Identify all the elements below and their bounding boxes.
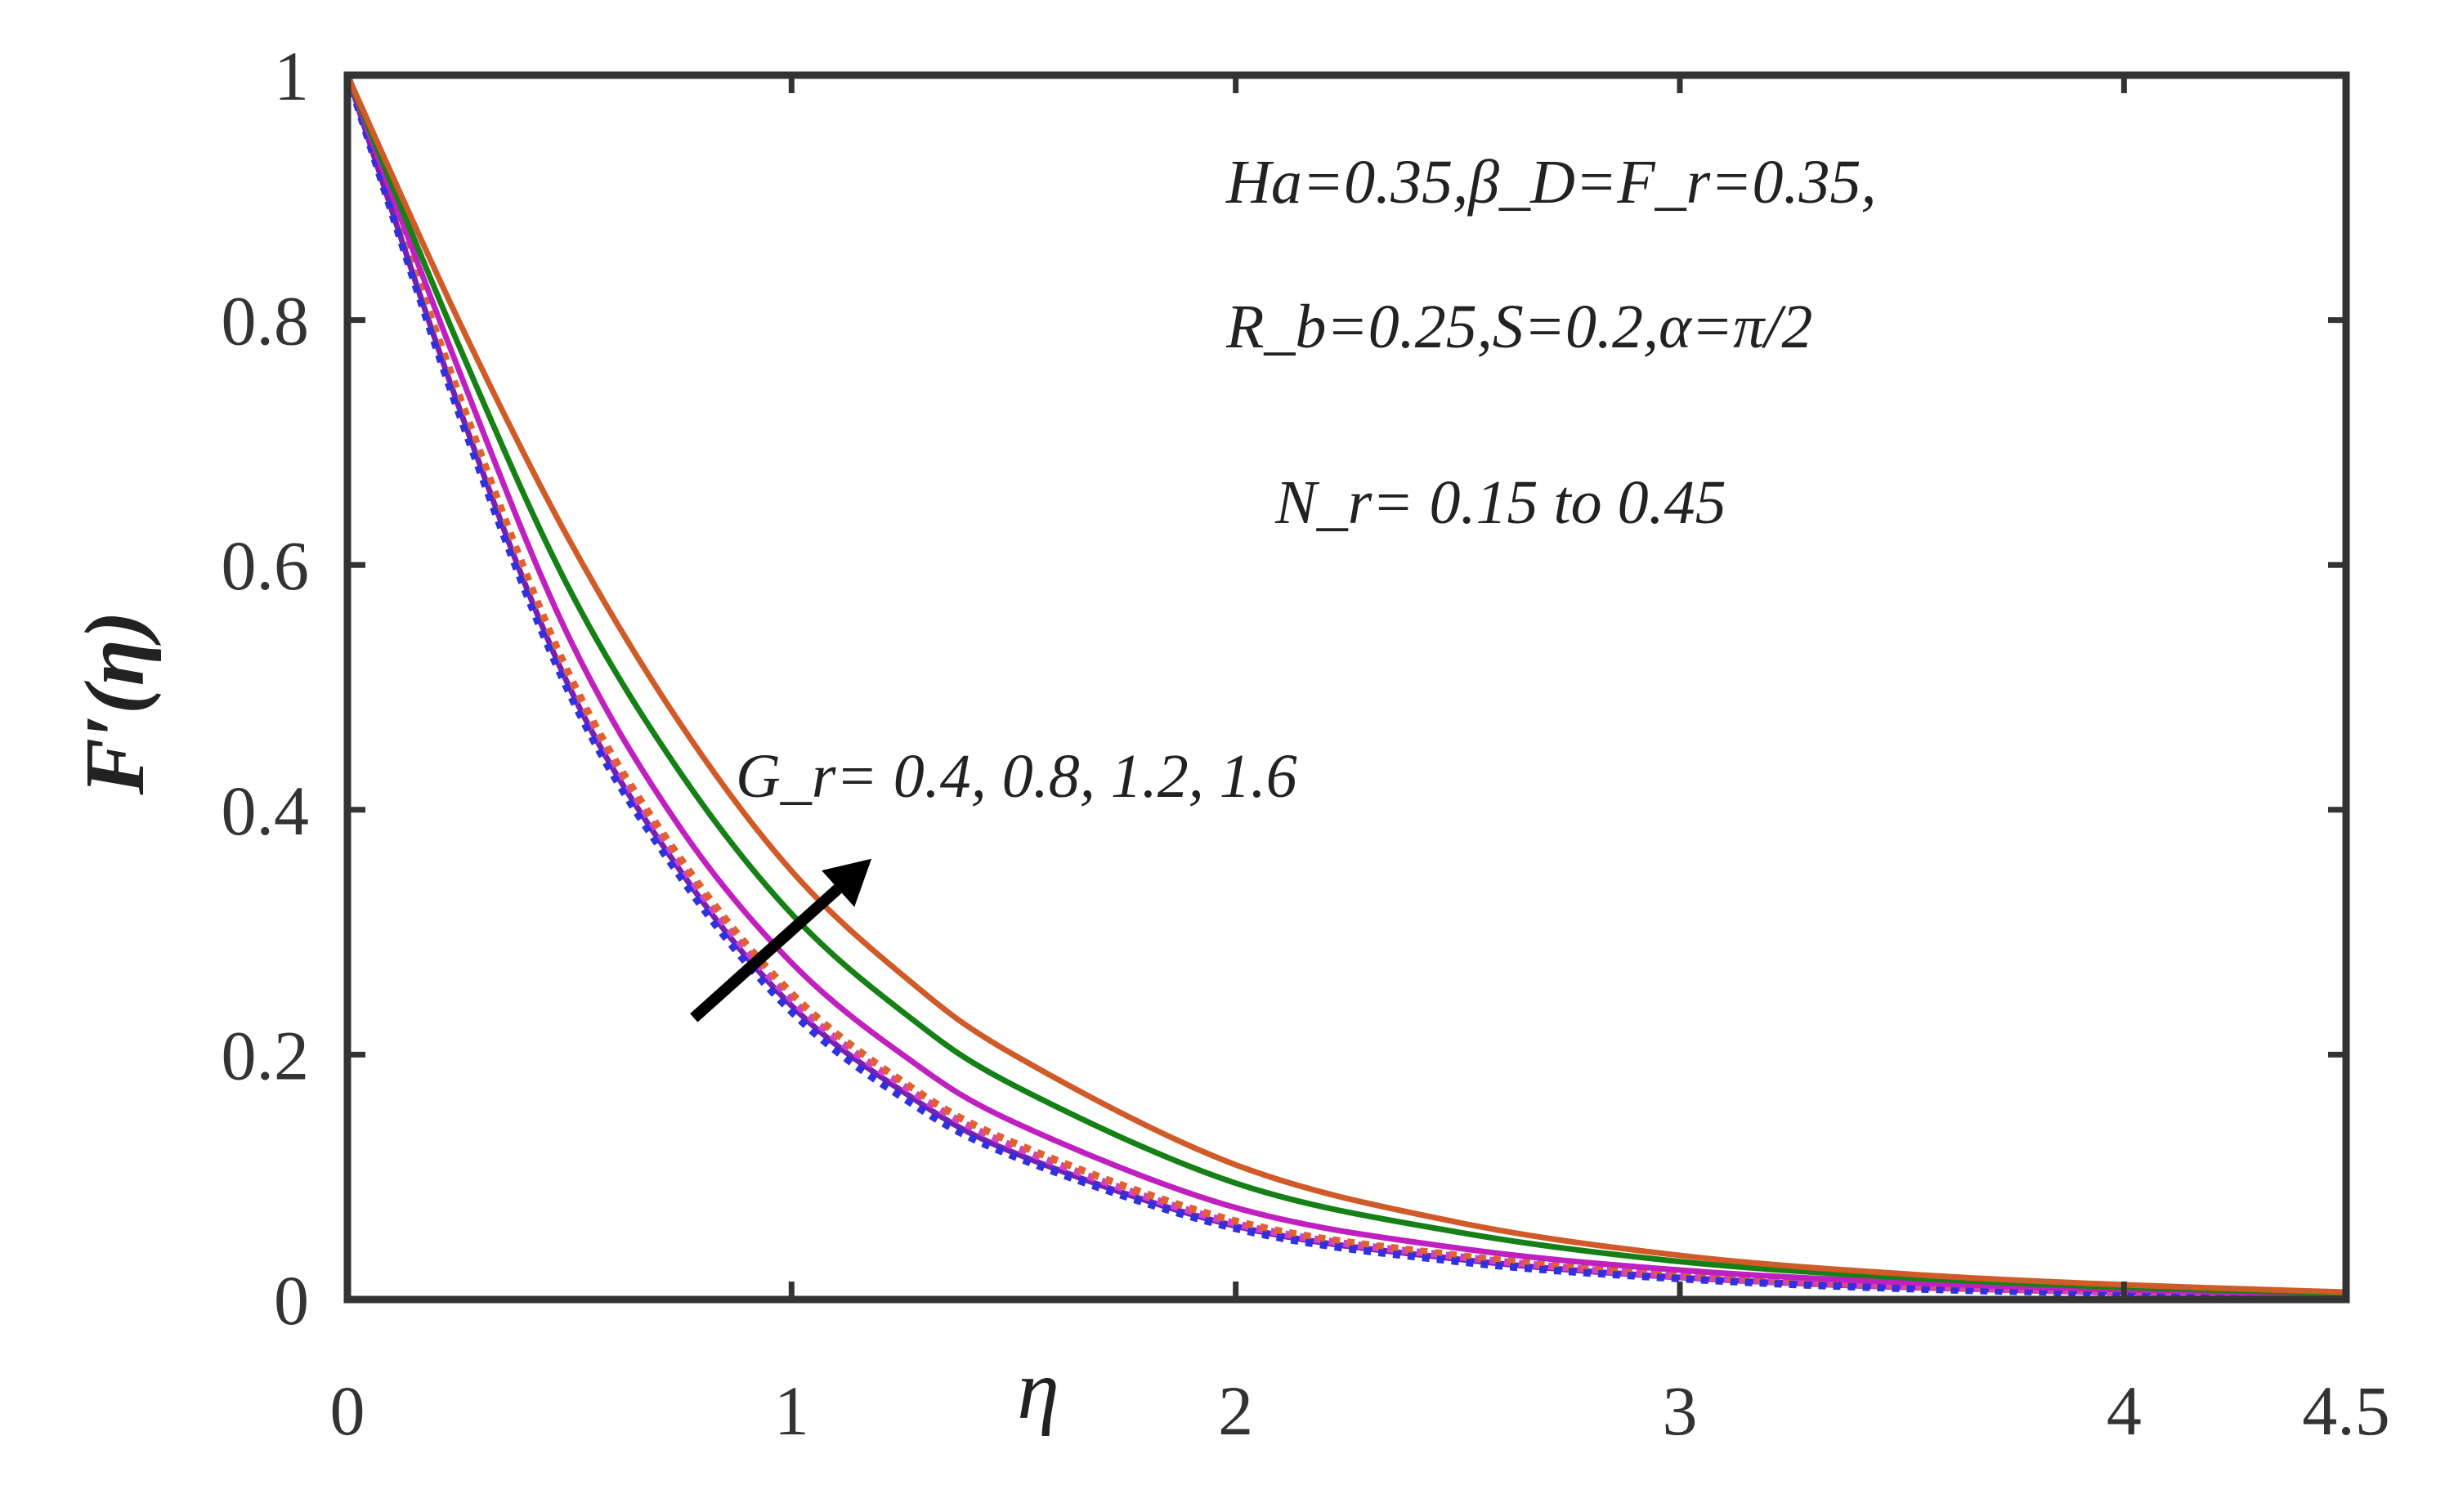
y-tick-label-3: 0.6 — [222, 526, 310, 605]
arrow-head — [822, 858, 872, 907]
gr-arrow — [690, 858, 872, 1022]
series-line-5 — [344, 74, 2347, 1298]
series-line-1 — [344, 74, 2347, 1300]
tick-layer: 0 1 2 3 4 4.5 0 0.2 0.4 0.6 0.8 1 — [222, 37, 2390, 1450]
y-tick-label-0: 0 — [274, 1261, 309, 1340]
params-line-2: R_b=0.25,S=0.2,α=π/2 — [1225, 293, 1812, 361]
gr-label: G_r= 0.4, 0.8, 1.2, 1.6 — [736, 742, 1297, 811]
x-tick-label-2: 2 — [1218, 1371, 1253, 1450]
params-line-1: Ha=0.35,β_D=F_r=0.35, — [1225, 148, 1876, 217]
y-tick-label-4: 0.8 — [222, 282, 310, 360]
plot-frame — [343, 71, 2350, 1304]
x-tick-label-5: 4.5 — [2302, 1371, 2390, 1450]
x-tick-label-4: 4 — [2107, 1371, 2142, 1450]
series-line-7 — [344, 74, 2347, 1295]
params-line-3: N_r= 0.15 to 0.45 — [1274, 468, 1726, 537]
arrow-shaft — [690, 884, 842, 1022]
y-tick-label-2: 0.4 — [222, 772, 310, 850]
y-tick-label-5: 1 — [274, 37, 309, 115]
series-line-4 — [343, 74, 2347, 1301]
series-line-2 — [343, 74, 2347, 1300]
x-axis-label: η — [1017, 1343, 1059, 1437]
x-tick-label-1: 1 — [774, 1371, 809, 1450]
y-tick-label-1: 0.2 — [222, 1016, 310, 1094]
x-tick-label-0: 0 — [330, 1371, 365, 1450]
series-layer — [343, 74, 2347, 1301]
y-axis-label: F′(η) — [68, 611, 162, 796]
x-tick-label-3: 3 — [1663, 1371, 1698, 1450]
series-line-6 — [344, 74, 2347, 1297]
series-line-3 — [343, 74, 2347, 1299]
